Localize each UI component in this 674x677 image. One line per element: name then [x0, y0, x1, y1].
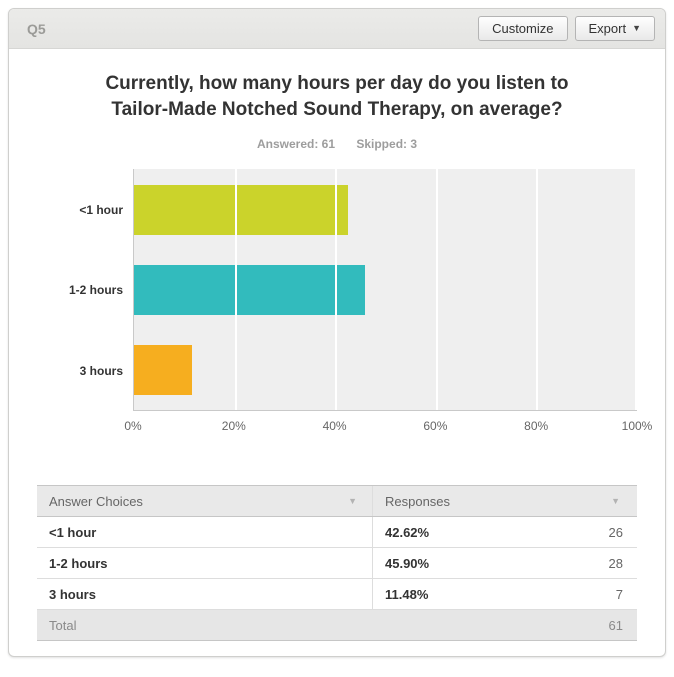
response-count: 26 [608, 524, 623, 540]
bar-3-hours [134, 345, 192, 396]
question-results-panel: Q5 Customize Export ▼ Currently, how man… [8, 8, 666, 657]
bar-lt1-hour [134, 184, 349, 235]
chevron-down-icon: ▼ [632, 23, 641, 33]
panel-content: Currently, how many hours per day do you… [9, 49, 665, 642]
total-value: 61 [608, 617, 623, 633]
plot-area [133, 169, 637, 412]
results-table: Answer Choices ▼ Responses ▼ <1 hour 42.… [37, 485, 637, 642]
table-row: <1 hour 42.62% 26 [37, 517, 637, 549]
responses-header-cell: Responses ▼ [373, 486, 637, 516]
gridline-60 [435, 169, 438, 411]
sort-arrow-icon[interactable]: ▼ [611, 496, 620, 507]
response-count: 28 [608, 555, 623, 571]
question-title: Currently, how many hours per day do you… [105, 73, 569, 121]
category-label: <1 hour [79, 202, 123, 217]
x-tick: 60% [423, 419, 448, 434]
choice-label: 1-2 hours [49, 555, 108, 571]
bar-1-2-hours [134, 264, 365, 315]
choice-cell: 1-2 hours [37, 548, 373, 579]
question-number-label: Q5 [27, 20, 46, 37]
gridline-40 [335, 169, 338, 411]
answered-count: Answered: 61 [256, 137, 335, 152]
gridline-20 [234, 169, 237, 411]
answer-choices-header-label: Answer Choices [49, 493, 143, 509]
choice-cell: <1 hour [37, 517, 373, 548]
table-total-row: Total 61 [37, 610, 637, 642]
total-label: Total [49, 617, 77, 633]
customize-button[interactable]: Customize [478, 16, 568, 41]
response-cell: 42.62% 26 [373, 517, 637, 547]
response-cell: 45.90% 28 [373, 548, 637, 578]
response-percent: 42.62% [385, 524, 430, 540]
choice-cell: 3 hours [37, 579, 373, 610]
gridline-80 [536, 169, 539, 411]
skipped-count: Skipped: 3 [356, 137, 418, 152]
choice-label: <1 hour [49, 524, 97, 540]
x-tick: 40% [322, 419, 347, 434]
bar-row [134, 250, 637, 330]
responses-header-label: Responses [385, 493, 451, 509]
response-count: 7 [615, 586, 623, 602]
table-row: 1-2 hours 45.90% 28 [37, 548, 637, 580]
choice-label: 3 hours [49, 586, 96, 602]
bar-row [134, 330, 637, 410]
response-stats: Answered: 61 Skipped: 3 [37, 137, 637, 151]
x-axis: 0% 20% 40% 60% 80% 100% [124, 419, 652, 441]
x-tick: 80% [524, 419, 549, 434]
sort-arrow-icon[interactable]: ▼ [348, 496, 357, 507]
table-row: 3 hours 11.48% 7 [37, 579, 637, 611]
x-tick: 0% [124, 419, 142, 434]
category-label: 3 hours [79, 364, 123, 379]
bar-chart: <1 hour 1-2 hours 3 hours [37, 169, 637, 412]
panel-header: Q5 Customize Export ▼ [9, 9, 665, 49]
gridline-100 [635, 169, 637, 411]
x-tick: 100% [621, 419, 653, 434]
export-button-label: Export [588, 21, 627, 36]
category-labels: <1 hour 1-2 hours 3 hours [37, 169, 133, 411]
response-percent: 45.90% [385, 555, 430, 571]
bar-row [134, 169, 637, 249]
answer-choices-header-cell: Answer Choices ▼ [37, 486, 373, 517]
table-header-row: Answer Choices ▼ Responses ▼ [37, 486, 637, 518]
response-cell: 11.48% 7 [373, 579, 637, 609]
category-label: 1-2 hours [68, 283, 123, 298]
x-tick: 20% [221, 419, 246, 434]
export-button[interactable]: Export ▼ [574, 16, 655, 41]
header-buttons: Customize Export ▼ [478, 16, 655, 41]
response-percent: 11.48% [385, 586, 429, 602]
